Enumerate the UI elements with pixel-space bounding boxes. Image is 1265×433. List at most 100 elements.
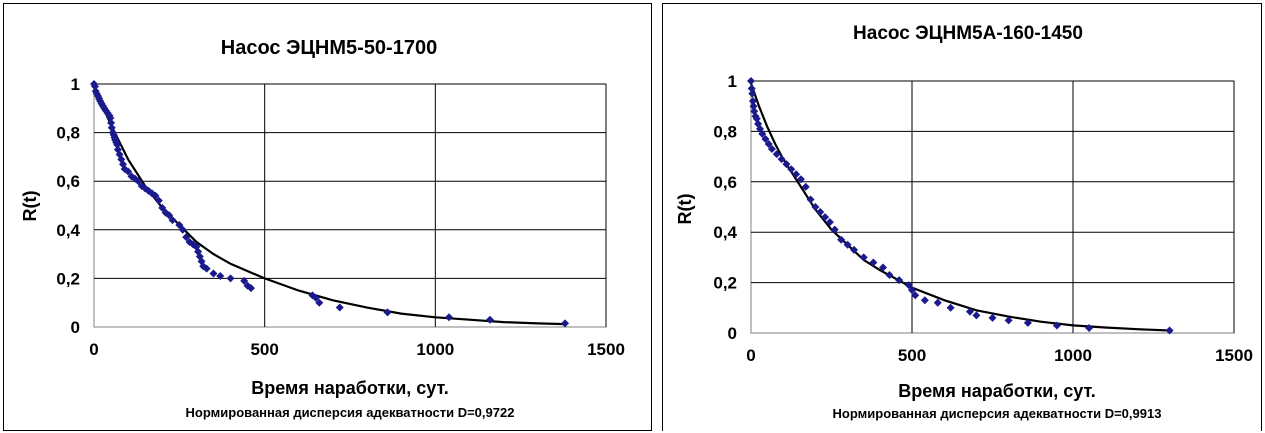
- x-tick-label: 1500: [587, 340, 625, 359]
- data-point: [946, 303, 955, 312]
- x-tick-label: 1500: [1215, 346, 1253, 365]
- data-point: [247, 284, 256, 293]
- fitted-curve: [93, 88, 566, 326]
- data-point: [151, 191, 160, 200]
- data-point: [226, 274, 235, 283]
- y-tick-label: 0,6: [56, 172, 80, 191]
- data-point: [904, 281, 913, 290]
- data-point: [801, 182, 810, 191]
- x-tick-label: 1000: [416, 340, 454, 359]
- data-point: [825, 218, 834, 227]
- data-point: [240, 276, 249, 285]
- data-point: [182, 233, 191, 242]
- plot-area: [750, 80, 1235, 334]
- chart-right: Насос ЭЦНМ5А-160-1450 0 0,2 0,4 0,6 0,8 1 0 50…: [675, 23, 1253, 421]
- x-tick-labels: 0 500 1000 1500: [746, 346, 1253, 365]
- data-point: [178, 225, 187, 234]
- y-tick-labels: 0 0,2 0,4 0,6 0,8 1: [713, 72, 737, 343]
- chart-left: Насос ЭЦНМ5-50-1700 0 0,2 0,4 0,6 0,8 1 0 500 1…: [20, 37, 625, 420]
- plot-area: [93, 83, 607, 328]
- y-tick-label: 0,4: [56, 221, 80, 240]
- y-tick-label: 1: [71, 75, 80, 94]
- data-point: [885, 271, 894, 280]
- y-tick-label: 0,4: [713, 223, 737, 242]
- data-point: [821, 213, 830, 222]
- data-point: [1004, 316, 1013, 325]
- x-tick-label: 0: [89, 340, 98, 359]
- data-point: [859, 253, 868, 262]
- data-point: [1052, 321, 1061, 330]
- chart-panel-left: Насос ЭЦНМ5-50-1700 0 0,2 0,4 0,6 0,8 1 0 500 1…: [3, 3, 652, 431]
- data-point: [782, 160, 791, 169]
- footnote-dispersion: Нормированная дисперсия адекватности D=0…: [186, 405, 515, 420]
- data-point: [485, 315, 494, 324]
- data-point: [154, 196, 163, 205]
- data-point: [106, 114, 115, 123]
- data-point: [175, 220, 184, 229]
- data-point: [315, 298, 324, 307]
- data-point: [895, 276, 904, 285]
- data-point: [113, 140, 122, 149]
- data-point: [761, 134, 770, 143]
- chart-panel-right: Насос ЭЦНМ5А-160-1450 0 0,2 0,4 0,6 0,8 1 0 50…: [662, 3, 1262, 431]
- data-point: [1085, 323, 1094, 332]
- fitted-curve: [749, 83, 1170, 332]
- data-point: [908, 286, 916, 295]
- x-tick-label: 0: [746, 346, 755, 365]
- x-tick-label: 1000: [1054, 346, 1092, 365]
- data-point: [767, 145, 776, 154]
- data-point: [777, 155, 786, 164]
- data-point: [879, 263, 888, 272]
- data-point: [806, 195, 815, 204]
- y-tick-label: 0: [728, 324, 737, 343]
- data-point: [965, 307, 974, 316]
- data-point: [748, 97, 757, 106]
- data-point: [787, 165, 796, 174]
- x-axis-label: Время наработки, сут.: [251, 378, 449, 398]
- data-point: [869, 258, 878, 267]
- data-point: [811, 203, 820, 211]
- data-point: [816, 208, 825, 217]
- y-tick-label: 0,6: [713, 173, 737, 192]
- y-tick-label: 0,2: [56, 269, 80, 288]
- y-tick-label: 0: [71, 318, 80, 337]
- data-point: [911, 291, 920, 300]
- data-point: [747, 77, 755, 85]
- data-point: [792, 170, 801, 179]
- data-point: [335, 303, 344, 312]
- data-point: [209, 269, 218, 278]
- y-tick-label: 0,8: [56, 124, 80, 143]
- data-point: [107, 118, 116, 127]
- data-point: [1165, 326, 1174, 335]
- x-tick-labels: 0 500 1000 1500: [89, 340, 625, 359]
- data-point: [311, 293, 320, 302]
- x-tick-label: 500: [898, 346, 926, 365]
- data-point: [91, 82, 100, 91]
- data-point: [165, 211, 174, 220]
- data-point: [216, 271, 225, 280]
- data-points: [747, 77, 1174, 335]
- y-tick-label: 1: [728, 72, 737, 91]
- data-point: [843, 240, 852, 249]
- y-tick-labels: 0 0,2 0,4 0,6 0,8 1: [56, 75, 80, 337]
- data-point: [933, 298, 942, 307]
- data-point: [920, 296, 929, 305]
- data-point: [972, 311, 981, 320]
- data-point: [158, 203, 167, 212]
- x-tick-label: 500: [250, 340, 278, 359]
- data-point: [383, 308, 392, 317]
- data-point: [202, 264, 211, 273]
- y-tick-label: 0,2: [713, 274, 737, 293]
- data-point: [837, 235, 846, 244]
- data-point: [747, 84, 756, 93]
- gridlines: [751, 80, 1235, 333]
- data-point: [134, 177, 143, 186]
- data-point: [1023, 318, 1032, 327]
- y-tick-label: 0,8: [713, 122, 737, 141]
- data-point: [752, 114, 761, 123]
- data-point: [830, 225, 839, 234]
- y-axis-label: R(t): [20, 191, 40, 222]
- data-point: [758, 129, 767, 138]
- y-axis-label: R(t): [675, 194, 695, 225]
- data-point: [168, 216, 177, 225]
